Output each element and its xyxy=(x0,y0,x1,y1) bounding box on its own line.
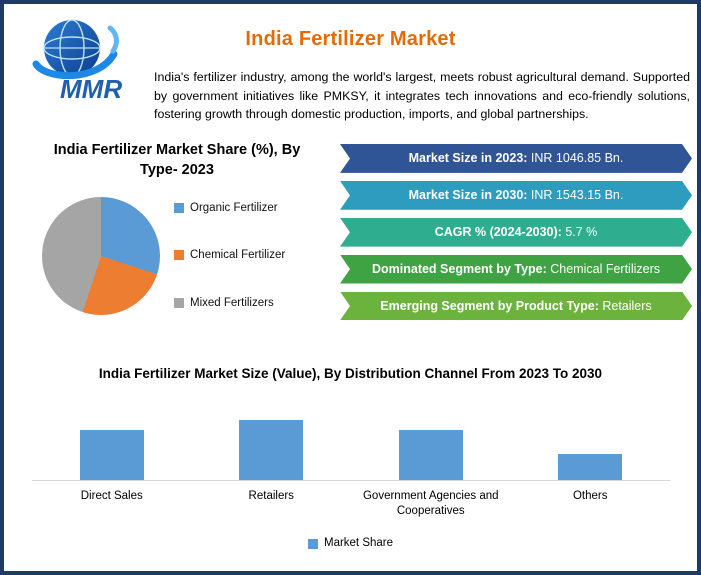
stat-banner-label: Market Size in 2030: xyxy=(408,187,531,202)
stat-banner-market-size-in-2023: Market Size in 2023: INR 1046.85 Bn. xyxy=(340,144,692,173)
pie-chart xyxy=(42,196,160,315)
bar-legend: Market Share xyxy=(4,537,697,549)
bar-category-label: Retailers xyxy=(248,490,294,502)
bar-area xyxy=(239,418,304,480)
pie-chart-title: India Fertilizer Market Share (%), By Ty… xyxy=(53,142,301,179)
bar-category-label: Government Agencies and Cooperatives xyxy=(362,490,499,517)
legend-swatch xyxy=(174,250,184,261)
bar-chart: Direct Sales Retailers Government Agencies… xyxy=(32,418,670,519)
bar-category-label: Others xyxy=(572,490,608,502)
stat-banner-label: CAGR % (2024-2030): xyxy=(434,224,566,239)
bar-area xyxy=(79,418,144,480)
legend-label: Organic Fertilizer xyxy=(190,201,278,214)
legend-label: Chemical Fertilizer xyxy=(190,249,286,262)
x-axis-line xyxy=(32,480,670,481)
bar-col-retailers: Retailers xyxy=(192,418,352,519)
pie-legend: Organic Fertilizer Chemical Fertilizer Mix… xyxy=(174,197,285,315)
stat-banner-label: Market Size in 2023: xyxy=(408,151,531,165)
globe-icon xyxy=(32,19,119,80)
stat-banner-emerging-segment-by-product-type: Emerging Segment by Product Type: Retail… xyxy=(340,292,692,321)
legend-label: Mixed Fertilizers xyxy=(190,296,274,309)
bar-retailers xyxy=(239,420,304,480)
pie-legend-item-mixed-fertilizers: Mixed Fertilizers xyxy=(174,296,285,311)
pie-legend-item-organic-fertilizer: Organic Fertilizer xyxy=(174,201,285,216)
pie-chart-area: Organic Fertilizer Chemical Fertilizer Mix… xyxy=(18,196,336,315)
stat-banner-value: 5.7 % xyxy=(565,224,598,239)
bar-legend-label: Market Share xyxy=(323,537,394,549)
page-title: India Fertilizer Market xyxy=(245,28,456,50)
pie-section: India Fertilizer Market Share (%), By Ty… xyxy=(18,140,336,315)
stat-banner-label: Emerging Segment by Product Type: xyxy=(380,298,603,313)
stat-banner-value: Chemical Fertilizers xyxy=(550,261,660,276)
stat-banner-dominated-segment-by-type: Dominated Segment by Type: Chemical Fert… xyxy=(340,255,692,284)
bar-others xyxy=(558,454,623,480)
stat-banner-value: INR 1543.15 Bn. xyxy=(530,187,624,202)
pie-legend-item-chemical-fertilizer: Chemical Fertilizer xyxy=(174,248,285,263)
bar-category-label: Direct Sales xyxy=(80,490,143,502)
stat-banner-value: INR 1046.85 Bn. xyxy=(530,151,624,165)
bar-col-direct-sales: Direct Sales xyxy=(32,418,192,519)
stat-banner-value: Retailers xyxy=(602,298,652,313)
bar-col-government-agencies-and-cooperatives: Government Agencies and Cooperatives xyxy=(351,418,511,519)
logo-text: MMR xyxy=(60,74,122,104)
bars-row: Direct Sales Retailers Government Agencies… xyxy=(32,418,670,519)
bar-area xyxy=(398,418,463,480)
stat-banner-label: Dominated Segment by Type: xyxy=(371,261,551,276)
bar-area xyxy=(558,418,623,480)
mmr-logo: MMR xyxy=(32,19,122,104)
page-description: India's fertilizer industry, among the w… xyxy=(154,70,690,122)
stat-banner-market-size-in-2030: Market Size in 2030: INR 1543.15 Bn. xyxy=(340,181,692,210)
bar-legend-swatch xyxy=(307,539,318,549)
bar-chart-title: India Fertilizer Market Size (Value), By… xyxy=(98,366,603,381)
bar-direct-sales xyxy=(79,430,144,480)
stat-banners: Market Size in 2023: INR 1046.85 Bn. Mark… xyxy=(340,144,692,320)
bar-government-agencies-and-cooperatives xyxy=(398,430,463,480)
stat-banner-cagr-2024-2030: CAGR % (2024-2030): 5.7 % xyxy=(340,218,692,247)
legend-swatch xyxy=(174,202,184,213)
legend-swatch xyxy=(174,297,184,308)
bar-col-others: Others xyxy=(511,418,671,519)
